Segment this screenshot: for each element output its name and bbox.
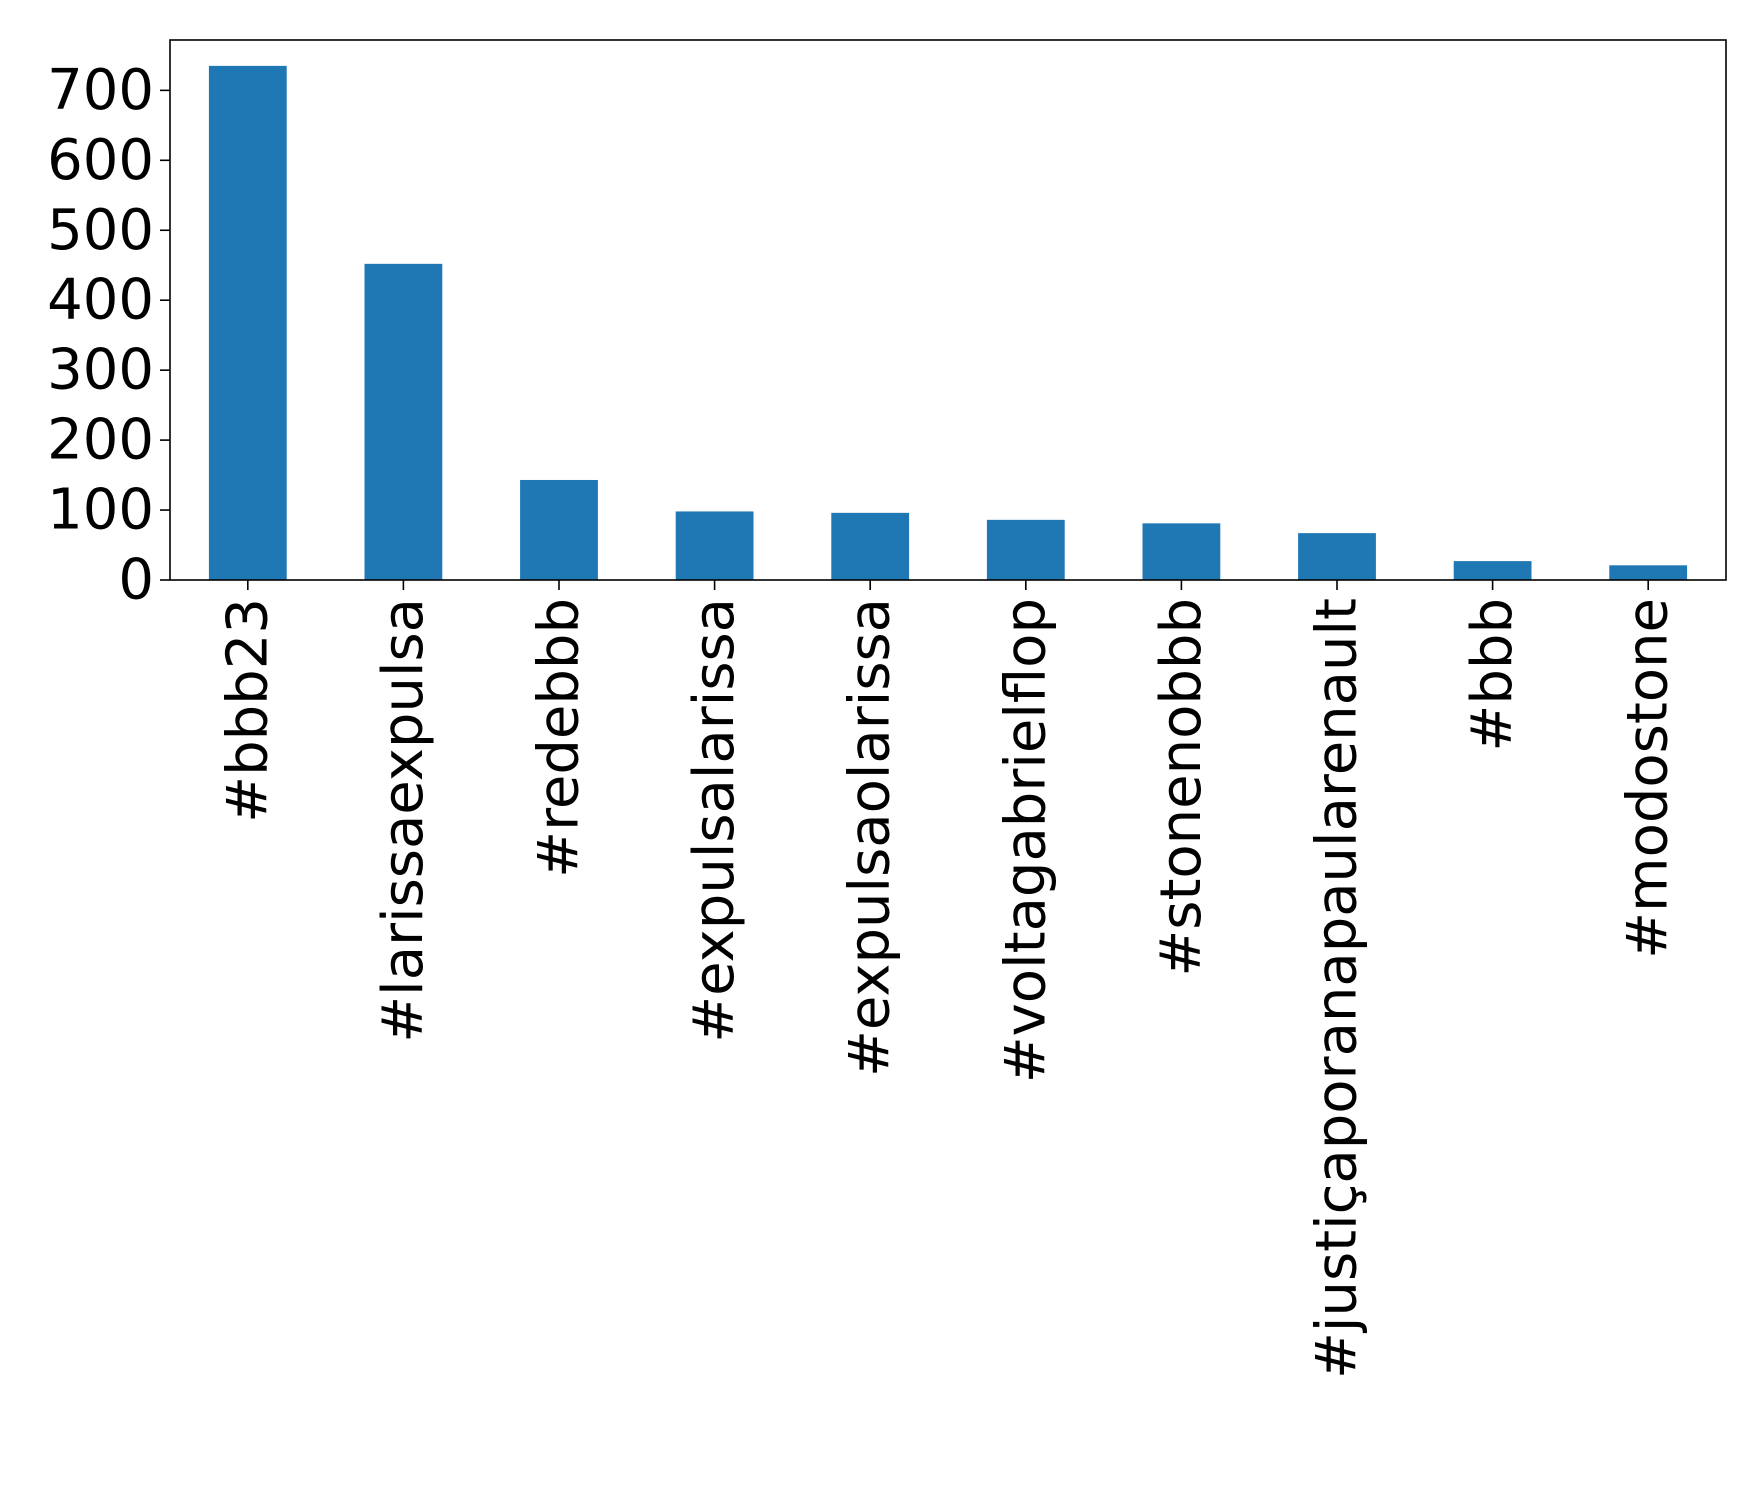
bar-8: [1453, 561, 1532, 580]
plot-frame: [169, 39, 1727, 581]
x-tick-label-1: #larissaexpulsa: [371, 598, 436, 1043]
bar-9: [1609, 565, 1688, 580]
x-tick-label-3: #expulsalarissa: [682, 598, 747, 1043]
x-tick-label-6: #stonenobbb: [1149, 598, 1214, 977]
y-tick-label-7: 700: [47, 58, 154, 123]
x-axis: #bbb23 #larissaexpulsa #redebbb #expulsalar…: [215, 580, 1681, 1379]
y-tick-label-2: 200: [47, 408, 154, 473]
bars-group: [208, 65, 1688, 580]
x-tick-label-4: #expulsaolarissa: [838, 598, 903, 1077]
x-tick-label-2: #redebbb: [527, 598, 592, 878]
x-tick-label-7: #justiçaporanapaularenault: [1305, 598, 1370, 1379]
bar-1: [364, 263, 443, 580]
bar-7: [1298, 533, 1376, 580]
x-tick-label-9: #modostone: [1616, 598, 1681, 959]
bar-2: [520, 479, 598, 580]
x-tick-label-0: #bbb23: [215, 598, 280, 823]
y-tick-label-1: 100: [47, 478, 154, 543]
y-tick-label-4: 400: [47, 268, 154, 333]
bar-0: [208, 65, 287, 580]
x-tick-label-5: #voltagabrielflop: [993, 598, 1058, 1083]
y-tick-label-5: 500: [47, 198, 154, 263]
bar-3: [675, 511, 754, 580]
y-tick-label-6: 600: [47, 128, 154, 193]
bar-5: [986, 519, 1065, 580]
y-tick-label-3: 300: [47, 338, 154, 403]
bar-4: [831, 512, 910, 580]
y-tick-label-0: 0: [118, 548, 154, 613]
bar-6: [1142, 523, 1221, 580]
x-tick-label-8: #bbb: [1460, 598, 1525, 752]
